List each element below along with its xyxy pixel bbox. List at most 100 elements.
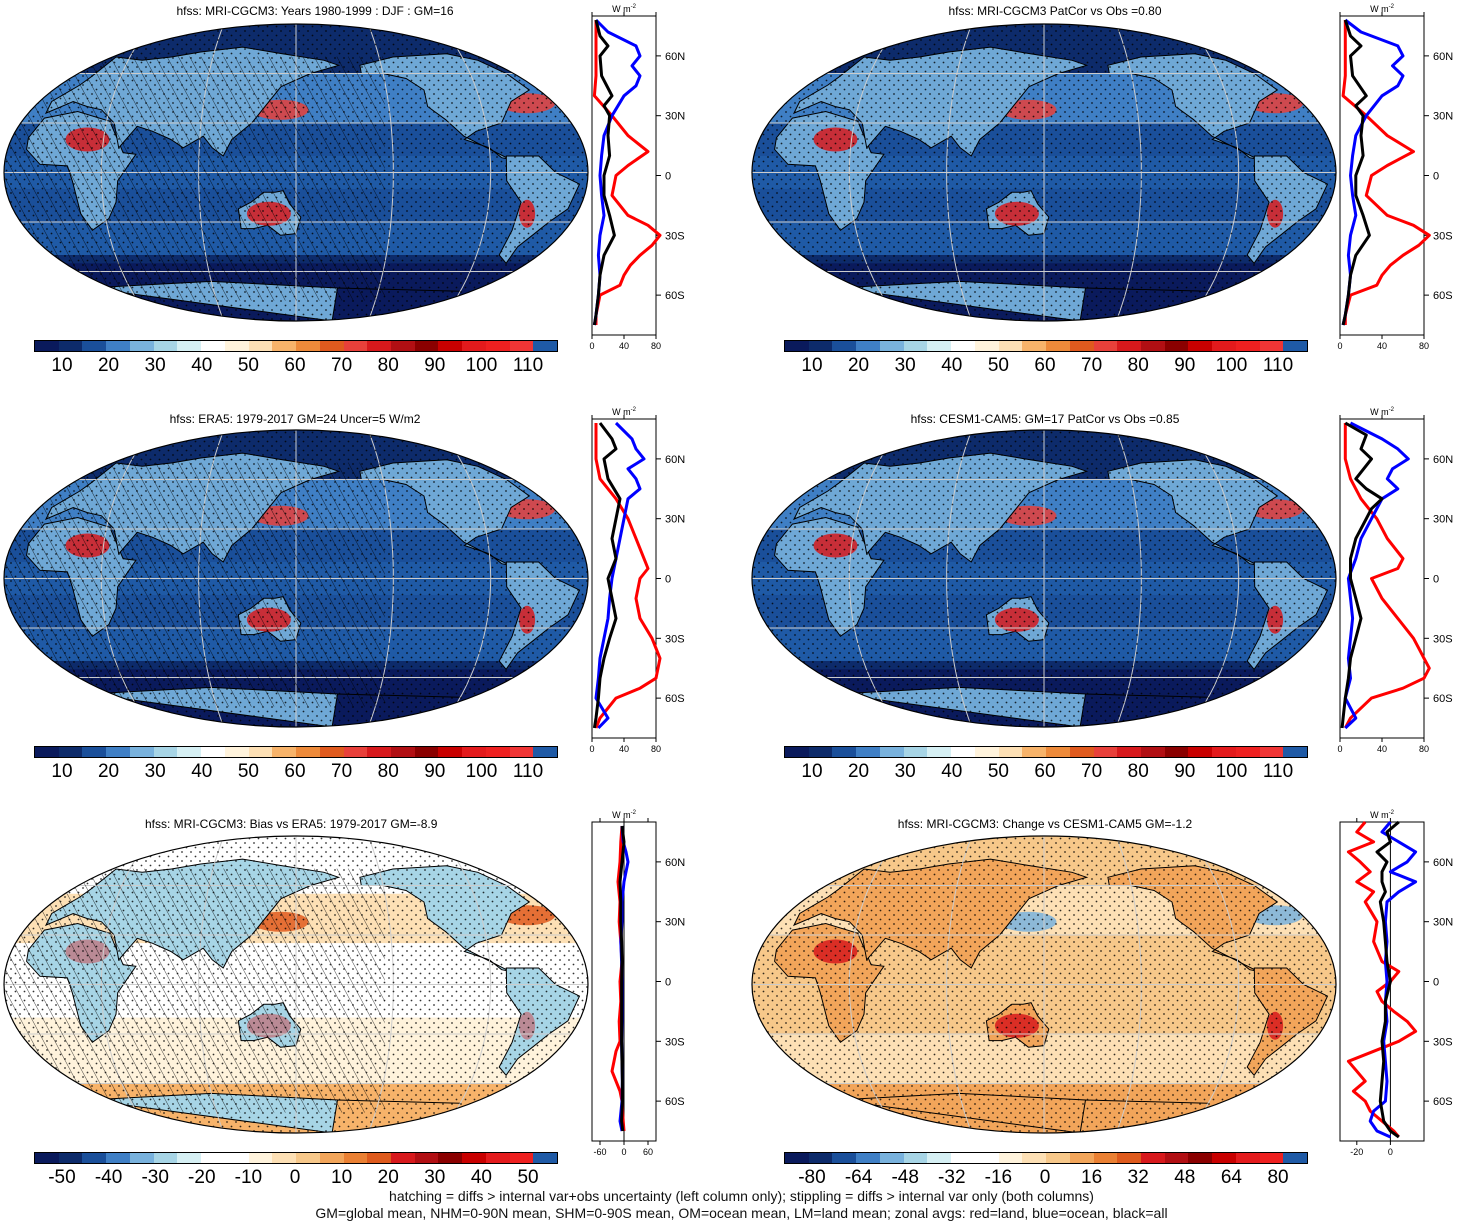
colorbar-label: 60 xyxy=(284,355,306,376)
y-tick-label: 60N xyxy=(1433,454,1453,466)
colorbar-swatch xyxy=(224,1153,249,1163)
colorbar-swatch xyxy=(177,341,202,351)
colorbar-label: 10 xyxy=(51,761,73,782)
colorbar-swatch xyxy=(438,1153,463,1163)
colorbar-label: 90 xyxy=(424,761,446,782)
y-tick-label: 30S xyxy=(665,230,685,242)
colorbar-swatch xyxy=(343,1153,368,1163)
colorbar-label: 100 xyxy=(1215,355,1248,376)
colorbar-swatch xyxy=(856,341,880,351)
colorbar-swatch xyxy=(391,341,415,351)
y-tick-label: 30S xyxy=(1433,633,1453,645)
zonal-series-line xyxy=(610,825,626,1132)
colorbar-swatch xyxy=(391,747,415,757)
colorbar-label: 110 xyxy=(1262,355,1294,376)
colorbar-swatch xyxy=(1046,341,1070,351)
colorbar-label: 80 xyxy=(1127,761,1149,782)
colorbar-label: 20 xyxy=(97,355,120,376)
colorbar-swatch xyxy=(153,1153,178,1163)
colorbar-swatch xyxy=(462,1153,486,1163)
unit-label: W m-2 xyxy=(612,810,636,820)
colorbar-swatch xyxy=(808,341,833,351)
colorbar-swatch xyxy=(485,341,510,351)
colorbar-swatch xyxy=(343,747,368,757)
colorbar-swatch xyxy=(1188,341,1213,351)
colorbar-label: 48 xyxy=(1174,1167,1196,1188)
x-tick-label: 80 xyxy=(1419,341,1429,351)
colorbar-swatch xyxy=(1117,1153,1142,1163)
colorbar-swatch xyxy=(951,1153,975,1163)
colorbar-label: 30 xyxy=(144,355,166,376)
colorbar-swatch xyxy=(856,1153,880,1163)
colorbar-swatch xyxy=(903,341,928,351)
colorbar-swatch xyxy=(248,747,273,757)
y-tick-label: 30N xyxy=(1433,111,1453,123)
colorbar-swatch xyxy=(509,1153,534,1163)
colorbar-swatch xyxy=(129,747,154,757)
y-tick-label: 30N xyxy=(665,111,685,123)
colorbar-label: 90 xyxy=(1174,761,1196,782)
colorbar-label: -16 xyxy=(984,1167,1013,1188)
colorbar-swatch xyxy=(1259,1153,1284,1163)
colorbar-label: 80 xyxy=(377,761,399,782)
colorbar-label: 50 xyxy=(987,355,1009,376)
zonal-frame xyxy=(1339,418,1425,739)
zonal-series-line xyxy=(618,825,626,1132)
colorbar xyxy=(34,340,558,352)
colorbar-label: 40 xyxy=(941,761,963,782)
colorbar-label: 80 xyxy=(1127,355,1149,376)
colorbar-swatch xyxy=(248,341,273,351)
colorbar-label: -30 xyxy=(141,1167,169,1188)
colorbar-swatch xyxy=(438,341,463,351)
y-tick-label: 0 xyxy=(1433,977,1439,989)
colorbar-swatch xyxy=(509,747,534,757)
colorbar-label: 80 xyxy=(1267,1167,1289,1188)
y-tick-label: 0 xyxy=(665,171,671,183)
zonal-series-line xyxy=(1340,421,1384,729)
colorbar-swatch xyxy=(129,341,154,351)
colorbar-swatch xyxy=(153,341,178,351)
zonal-series-line xyxy=(1346,821,1418,1138)
y-tick-label: 30S xyxy=(665,1036,685,1048)
y-tick-label: 0 xyxy=(665,977,671,989)
colorbar-swatch xyxy=(1022,341,1047,351)
colorbar-swatch xyxy=(201,747,225,757)
colorbar-swatch xyxy=(832,1153,857,1163)
colorbar-swatch xyxy=(974,747,999,757)
colorbar-swatch xyxy=(1259,747,1284,757)
colorbar-swatch xyxy=(296,747,320,757)
colorbar-swatch xyxy=(153,747,178,757)
colorbar-label: 100 xyxy=(465,355,498,376)
colorbar-swatch xyxy=(1259,341,1284,351)
x-tick-label: 40 xyxy=(619,744,629,754)
x-tick-label: 0 xyxy=(1388,1147,1393,1157)
x-tick-label: -20 xyxy=(1350,1147,1363,1157)
y-tick-label: 60S xyxy=(665,693,685,705)
colorbar-swatch xyxy=(129,1153,154,1163)
zonal-mean-plot: W m-2 0 40 80 60N 30N 0 30S 60S xyxy=(589,407,685,754)
map-title: hfss: MRI-CGCM3: Bias vs ERA5: 1979-2017… xyxy=(145,817,438,831)
colorbar-swatch xyxy=(785,747,809,757)
colorbar-swatch xyxy=(1093,747,1118,757)
colorbar-swatch xyxy=(951,747,975,757)
colorbar-swatch xyxy=(1212,341,1236,351)
colorbar-swatch xyxy=(808,747,833,757)
colorbar-label: 30 xyxy=(894,761,916,782)
colorbar-label: 32 xyxy=(1127,1167,1149,1188)
colorbar-swatch xyxy=(106,341,130,351)
robinson-map xyxy=(751,835,1337,1134)
colorbar-label: -50 xyxy=(48,1167,76,1188)
colorbar-swatch xyxy=(1212,747,1236,757)
y-tick-label: 30S xyxy=(1433,230,1453,242)
map-title: hfss: MRI-CGCM3: Years 1980-1999 : DJF :… xyxy=(176,4,454,18)
colorbar-label: 70 xyxy=(331,761,353,782)
colorbar-label: 40 xyxy=(191,355,213,376)
colorbar-swatch xyxy=(58,341,83,351)
colorbar-swatch xyxy=(1164,747,1189,757)
zonal-mean-plot: W m-2 -20 0 60N 30N 0 30S 60S xyxy=(1339,810,1453,1157)
colorbar-swatch xyxy=(785,1153,809,1163)
colorbar-swatch xyxy=(224,747,249,757)
colorbar-swatch xyxy=(533,747,558,757)
colorbar-swatch xyxy=(35,1153,59,1163)
colorbar-swatch xyxy=(1069,747,1094,757)
